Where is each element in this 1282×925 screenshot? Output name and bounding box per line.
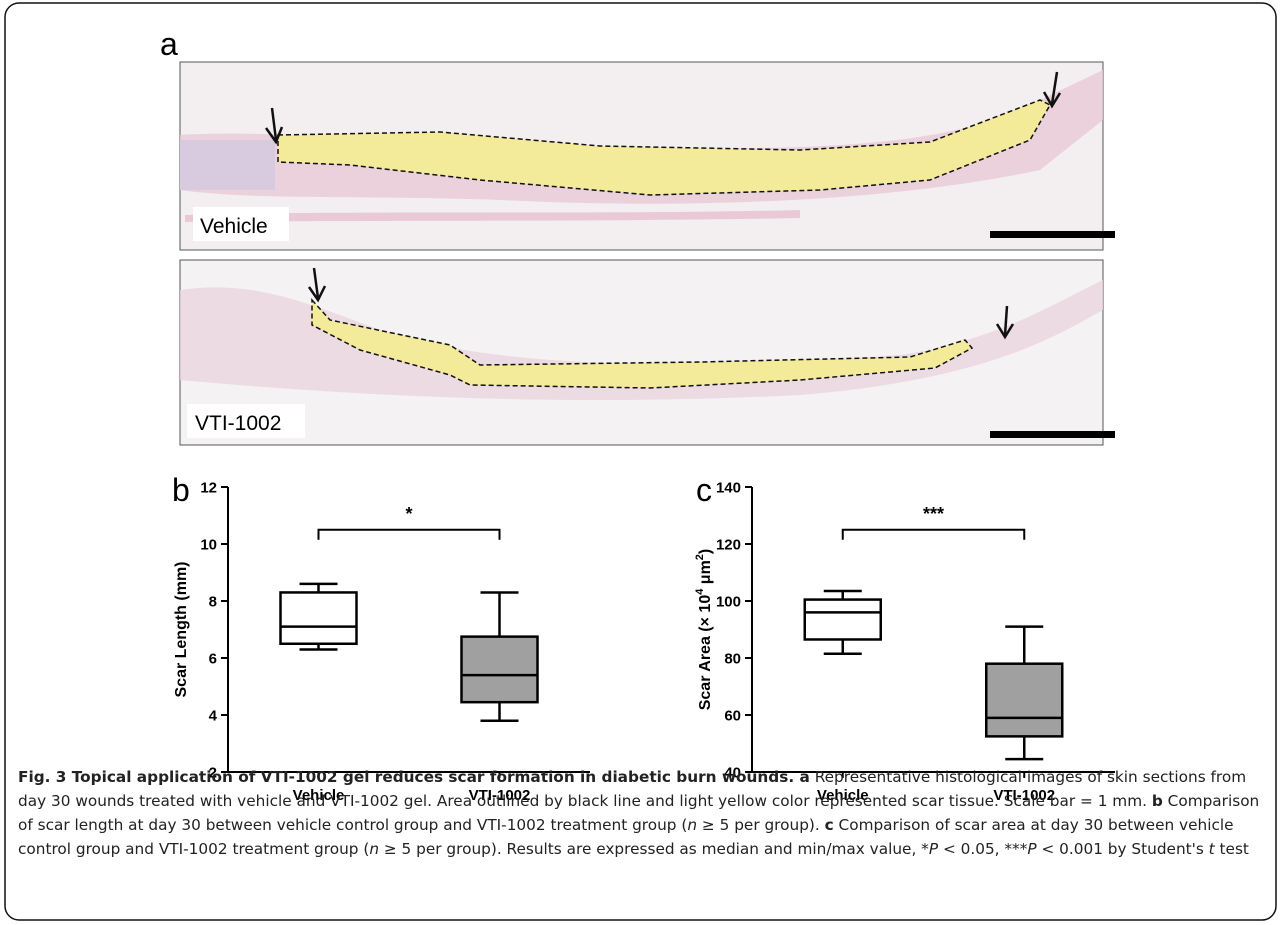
- y-axis-label-part: 4: [694, 588, 706, 595]
- y-axis-label-part: μm: [697, 560, 714, 588]
- histology-image: Vehicle: [179, 61, 1115, 251]
- panel-label: b: [172, 472, 190, 508]
- y-axis-label-part: 2: [694, 554, 706, 560]
- y-tick-label: 80: [724, 651, 741, 668]
- significance-bracket: [841, 528, 1026, 540]
- y-tick-label: 120: [716, 537, 741, 554]
- y-tick-label: 140: [716, 480, 741, 497]
- significance-label: ***: [923, 504, 944, 524]
- y-axis-label-part: Scar Area (× 10: [697, 595, 714, 711]
- caption-text: t: [1208, 840, 1215, 858]
- y-tick-label: 6: [209, 651, 217, 668]
- significance-bracket: [317, 528, 501, 540]
- significance-label: *: [405, 504, 412, 524]
- caption-text: Representative histological images of sk…: [18, 768, 1247, 810]
- caption-text: P: [1027, 840, 1037, 858]
- caption-text: c: [824, 816, 834, 834]
- image-label: Vehicle: [200, 215, 268, 238]
- caption-text: < 0.05, ***: [938, 840, 1028, 858]
- caption-text: ≥ 5 per group).: [697, 816, 825, 834]
- box: [460, 635, 539, 704]
- x-tick-label: Vehicle: [817, 787, 869, 804]
- y-axis-label-part: ): [697, 549, 714, 554]
- caption-text: n: [687, 816, 698, 834]
- y-tick-label: 2: [209, 765, 217, 782]
- caption-text: test: [1214, 840, 1249, 858]
- caption-text: Fig. 3 Topical application of VTI-1002 g…: [18, 768, 800, 786]
- caption-text: Comparison of scar area at day 30 betwee…: [18, 816, 1234, 858]
- box: [803, 598, 882, 641]
- y-axis-label: Scar Length (mm): [173, 561, 190, 697]
- y-axis-label-part: Scar Length (mm): [173, 561, 190, 697]
- panel-label: c: [696, 472, 712, 508]
- caption-text: < 0.001 by Student's: [1036, 840, 1209, 858]
- x-tick-label: VTI-1002: [469, 787, 531, 804]
- x-tick-label: Vehicle: [293, 787, 345, 804]
- histology-image: VTI-1002: [179, 259, 1115, 446]
- frame: [4, 2, 1277, 921]
- y-tick-label: 60: [724, 708, 741, 725]
- image-label: VTI-1002: [195, 412, 281, 435]
- panel-label: a: [160, 26, 178, 62]
- y-tick-label: 10: [200, 537, 217, 554]
- x-tick-label: VTI-1002: [993, 787, 1055, 804]
- y-tick-label: 4: [209, 708, 218, 725]
- box: [279, 591, 358, 646]
- y-tick-label: 12: [200, 480, 217, 497]
- y-tick-label: 100: [716, 594, 741, 611]
- box: [985, 662, 1064, 738]
- caption-text: n: [369, 840, 380, 858]
- caption-text: ≥ 5 per group). Results are expressed as…: [379, 840, 929, 858]
- caption: Fig. 3 Topical application of VTI-1002 g…: [18, 765, 1270, 861]
- y-tick-label: 40: [724, 765, 741, 782]
- y-tick-label: 8: [209, 594, 217, 611]
- caption-text: a: [799, 768, 810, 786]
- y-axis-label: Scar Area (× 104 μm2): [694, 549, 714, 711]
- caption-text: Comparison of scar length at day 30 betw…: [18, 792, 1260, 834]
- caption-text: P: [928, 840, 939, 858]
- caption-text: b: [1151, 792, 1163, 810]
